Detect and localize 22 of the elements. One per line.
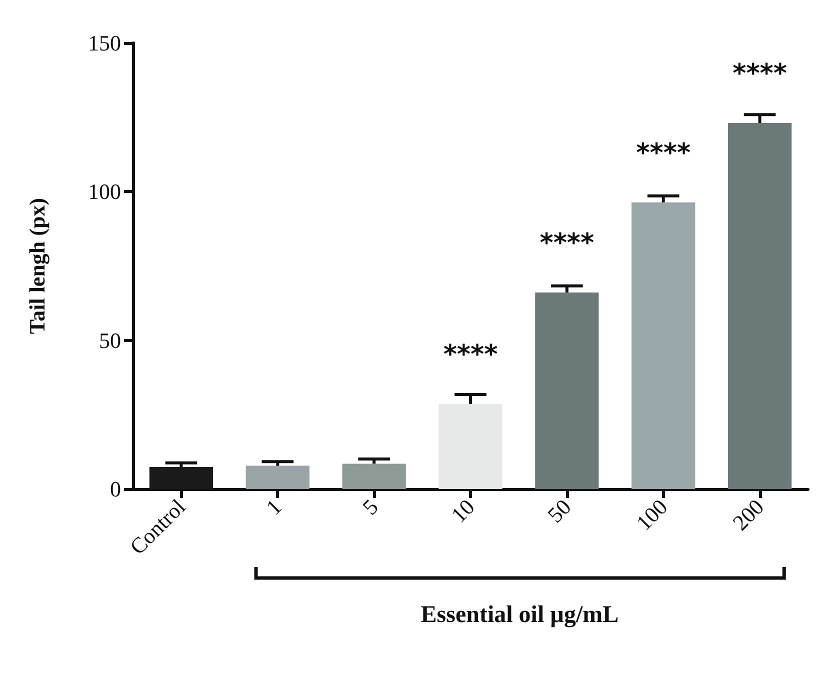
annotation: **** xyxy=(732,58,788,89)
y-tick-label: 50 xyxy=(99,328,121,353)
y-tick-label: 100 xyxy=(88,179,121,204)
x-tick-label: 5 xyxy=(357,494,383,520)
y-tick-label: 0 xyxy=(110,476,121,502)
y-axis-title: Tail lengh (px) xyxy=(24,198,50,334)
bar xyxy=(246,466,310,489)
x-tick-label: 10 xyxy=(446,494,480,528)
x-axis-title: Essential oil µg/mL xyxy=(420,602,619,628)
bar xyxy=(342,464,406,489)
x-tick-label: 200 xyxy=(728,494,769,536)
annotation: **** xyxy=(443,340,498,370)
annotation: **** xyxy=(636,138,691,168)
bar xyxy=(728,122,792,489)
bar xyxy=(438,404,502,489)
y-tick-label: 150 xyxy=(88,30,121,56)
annotation: **** xyxy=(540,228,595,258)
x-tick-label: 100 xyxy=(631,494,672,536)
x-tick-label: 1 xyxy=(261,494,286,520)
x-tick-label: 50 xyxy=(542,494,576,528)
bar xyxy=(632,202,696,489)
bar xyxy=(535,292,599,489)
